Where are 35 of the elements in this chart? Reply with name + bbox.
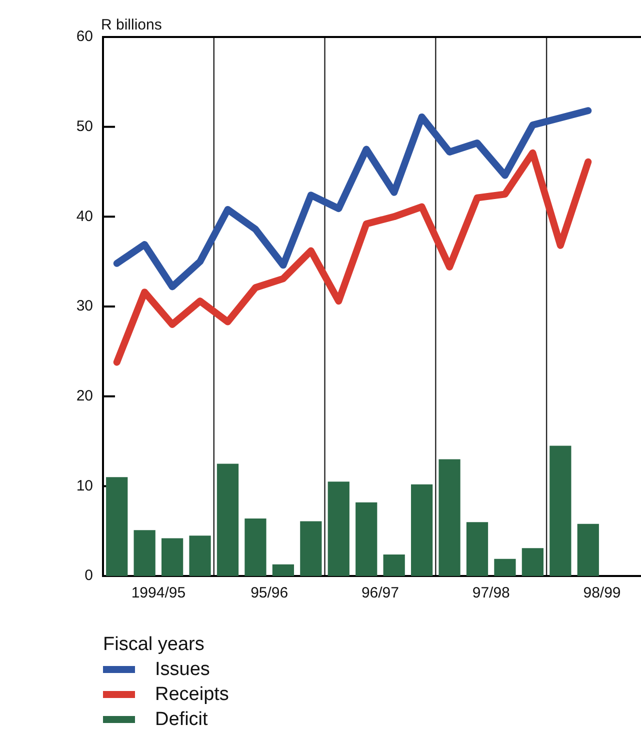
bar (216, 464, 239, 576)
y-tick-label: 60 (76, 28, 93, 46)
y-axis-title: R billions (101, 16, 162, 34)
y-tick-label: 10 (76, 477, 93, 494)
bar (438, 459, 460, 576)
bar (189, 536, 211, 576)
text: 97/98 (472, 584, 510, 602)
text: 95/96 (250, 584, 288, 602)
y-tick-label: 40 (76, 208, 93, 225)
y-tick-label: 0 (84, 567, 93, 584)
bar (134, 530, 156, 576)
bar (244, 518, 266, 576)
legend-label: Deficit (155, 708, 208, 732)
y-tick-label: 50 (76, 118, 93, 135)
legend-title: Fiscal years (103, 633, 206, 657)
bar (272, 564, 294, 576)
bar (466, 522, 488, 576)
bar (356, 502, 378, 576)
bar (300, 521, 322, 576)
legend-label: Issues (155, 658, 210, 682)
bar (550, 446, 572, 576)
text: 96/97 (361, 584, 399, 602)
bar (106, 477, 128, 576)
bar (328, 482, 350, 576)
bar (577, 524, 599, 576)
bar (494, 558, 516, 576)
text: 1994/95 (131, 584, 186, 602)
text: 98/99 (583, 584, 621, 602)
y-tick-label: 20 (76, 387, 93, 404)
bar (410, 484, 433, 576)
y-tick-label: 30 (76, 298, 93, 315)
legend-label: Receipts (155, 683, 229, 707)
bar (161, 538, 184, 576)
bar (383, 554, 405, 576)
bar (522, 548, 544, 576)
